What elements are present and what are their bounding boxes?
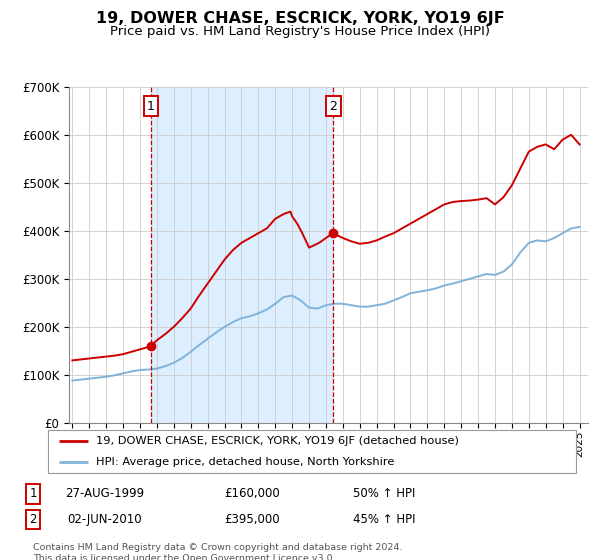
FancyBboxPatch shape: [48, 430, 576, 473]
Text: £160,000: £160,000: [224, 487, 280, 501]
Text: 2: 2: [329, 100, 337, 113]
Text: 45% ↑ HPI: 45% ↑ HPI: [353, 513, 415, 526]
Text: 19, DOWER CHASE, ESCRICK, YORK, YO19 6JF (detached house): 19, DOWER CHASE, ESCRICK, YORK, YO19 6JF…: [95, 436, 458, 446]
Text: 1: 1: [147, 100, 155, 113]
Text: £395,000: £395,000: [224, 513, 280, 526]
Text: 19, DOWER CHASE, ESCRICK, YORK, YO19 6JF: 19, DOWER CHASE, ESCRICK, YORK, YO19 6JF: [95, 11, 505, 26]
Text: 50% ↑ HPI: 50% ↑ HPI: [353, 487, 415, 501]
Text: 2: 2: [29, 513, 37, 526]
Text: Price paid vs. HM Land Registry's House Price Index (HPI): Price paid vs. HM Land Registry's House …: [110, 25, 490, 38]
Text: Contains HM Land Registry data © Crown copyright and database right 2024.
This d: Contains HM Land Registry data © Crown c…: [33, 543, 403, 560]
Text: HPI: Average price, detached house, North Yorkshire: HPI: Average price, detached house, Nort…: [95, 458, 394, 467]
Text: 02-JUN-2010: 02-JUN-2010: [68, 513, 142, 526]
Bar: [151, 87, 333, 423]
Text: 1: 1: [29, 487, 37, 501]
Text: 27-AUG-1999: 27-AUG-1999: [65, 487, 145, 501]
